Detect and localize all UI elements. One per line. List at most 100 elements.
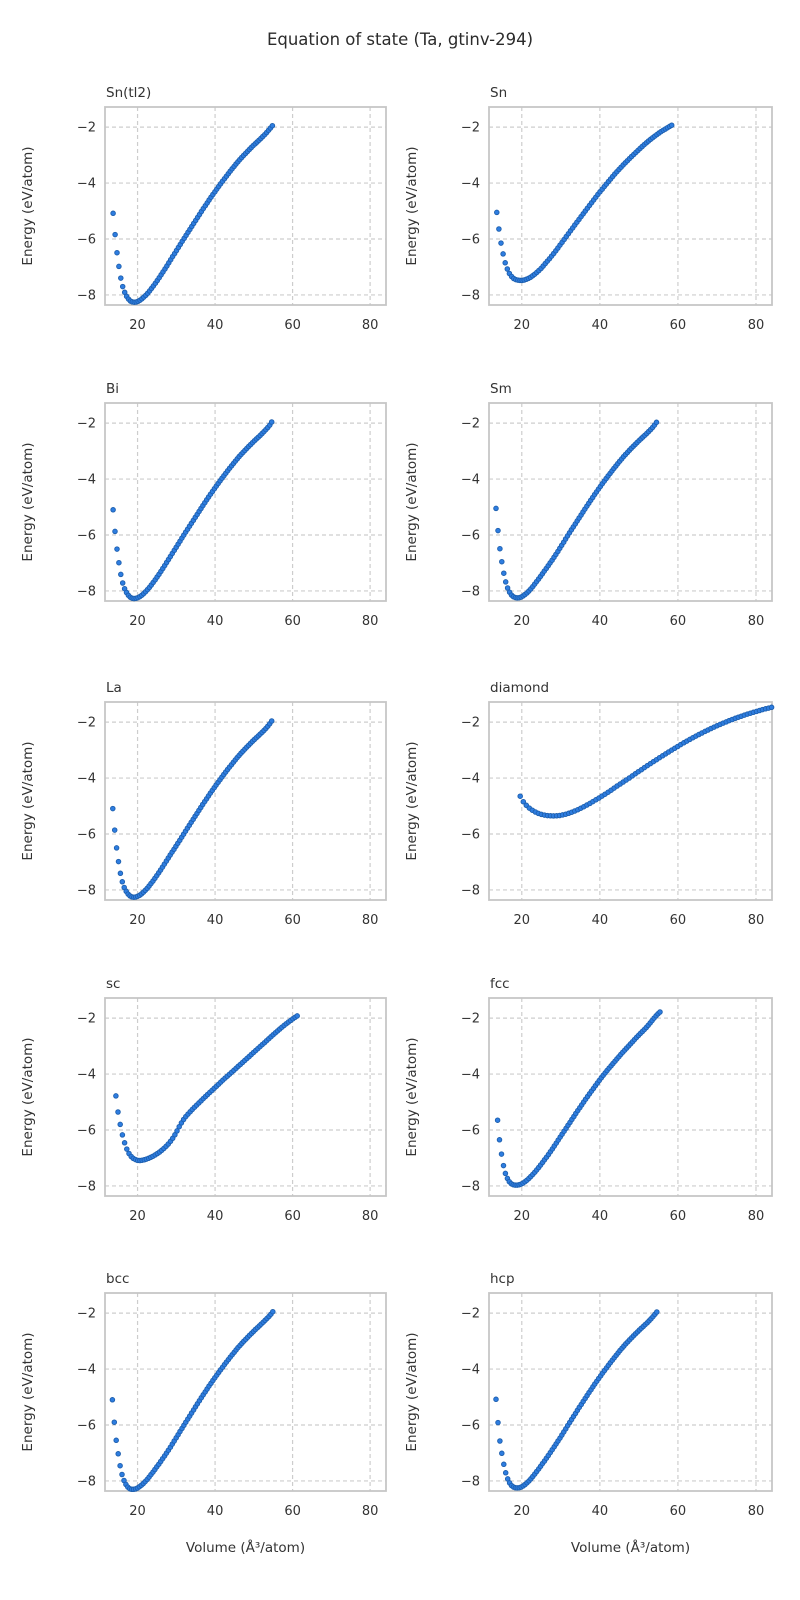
x-tick-label: 40	[592, 318, 609, 333]
y-tick-label: −6	[77, 233, 96, 248]
x-axis-label: Volume (Å³/atom)	[571, 1539, 690, 1556]
x-tick-label: 80	[748, 1209, 765, 1224]
y-tick-label: −4	[77, 1363, 96, 1378]
data-point	[111, 827, 118, 833]
data-point	[117, 870, 124, 877]
data-point	[110, 805, 116, 812]
x-tick-label: 40	[592, 913, 609, 928]
data-point	[497, 1438, 503, 1444]
x-tick-label: 80	[362, 1209, 379, 1224]
data-point	[653, 419, 660, 426]
subplot-title: Sm	[490, 381, 512, 397]
y-tick-label: −8	[77, 1179, 96, 1194]
x-tick-label: 20	[514, 913, 531, 928]
y-tick-label: −2	[461, 1307, 480, 1322]
gridlines	[105, 998, 386, 1196]
data-point	[497, 545, 503, 552]
subplot-title: Sn(tl2)	[106, 85, 151, 101]
x-tick-label: 60	[670, 1504, 687, 1519]
y-tick-label: −6	[77, 828, 96, 843]
data-point	[109, 1397, 116, 1403]
data-point	[119, 283, 126, 290]
subplot-title: Sn	[490, 85, 507, 101]
data-point	[496, 226, 502, 232]
axes-spine	[488, 402, 773, 602]
data-point	[116, 263, 122, 270]
subplot-bcc: bcc −2 −4 −6 −8 20 40 60 80 Energy (eV/atom) Volum…	[20, 1271, 387, 1556]
x-tick-label: 20	[129, 614, 146, 629]
scatter-series	[110, 419, 275, 602]
data-point	[119, 580, 126, 586]
axes-spine	[488, 997, 773, 1197]
data-point	[499, 558, 505, 565]
data-point	[119, 1471, 125, 1478]
y-tick-label: −2	[77, 1307, 96, 1322]
axes-spine	[488, 701, 773, 901]
axes-spine	[104, 402, 387, 602]
data-point	[110, 210, 116, 217]
y-tick-label: −4	[461, 473, 480, 488]
subplot-title: La	[106, 680, 122, 696]
x-tick-label: 60	[670, 1209, 687, 1224]
y-tick-label: −2	[77, 1012, 96, 1027]
gridlines	[489, 107, 772, 305]
y-tick-label: −4	[461, 177, 480, 192]
y-tick-label: −4	[77, 473, 96, 488]
y-tick-label: −2	[77, 417, 96, 432]
scatter-series	[113, 1013, 300, 1164]
x-tick-label: 40	[592, 614, 609, 629]
y-tick-label: −6	[461, 1124, 480, 1139]
y-tick-label: −4	[461, 1068, 480, 1083]
data-point	[114, 249, 120, 256]
scatter-series	[493, 419, 660, 601]
y-axis-label: Energy (eV/atom)	[404, 146, 420, 265]
data-point	[114, 546, 120, 552]
data-point	[269, 122, 276, 129]
subplot-hcp: hcp −2 −4 −6 −8 20 40 60 80 Energy (eV/atom) Volum…	[404, 1271, 773, 1556]
x-tick-label: 80	[362, 318, 379, 333]
x-tick-label: 40	[592, 1504, 609, 1519]
scatter-series	[110, 718, 275, 900]
data-point	[116, 559, 122, 566]
scatter-series	[494, 1009, 663, 1188]
y-tick-label: −8	[461, 584, 480, 599]
y-axis-label: Energy (eV/atom)	[20, 442, 36, 561]
x-tick-label: 80	[748, 614, 765, 629]
data-point	[668, 122, 675, 128]
y-tick-label: −8	[461, 1179, 480, 1194]
y-tick-label: −6	[461, 828, 480, 843]
scatter-series	[493, 1309, 660, 1491]
subplot-Sn(tl2): Sn(tl2) −2 −4 −6 −8 20 40 60 80 Energy (eV/atom)	[20, 85, 387, 333]
y-axis-label: Energy (eV/atom)	[20, 741, 36, 860]
y-axis-label: Energy (eV/atom)	[404, 741, 420, 860]
y-tick-label: −4	[77, 1068, 96, 1083]
y-tick-label: −8	[461, 1474, 480, 1489]
y-tick-label: −2	[461, 417, 480, 432]
subplot-fcc: fcc −2 −4 −6 −8 20 40 60 80 Energy (eV/atom)	[404, 976, 773, 1224]
scatter-series	[494, 122, 675, 284]
axes-spine	[104, 106, 387, 306]
y-tick-label: −2	[77, 121, 96, 136]
gridlines	[489, 702, 772, 900]
data-point	[520, 798, 527, 805]
axes-spine	[104, 1292, 387, 1492]
x-tick-label: 20	[129, 913, 146, 928]
x-tick-label: 20	[129, 318, 146, 333]
data-point	[174, 1128, 180, 1134]
subplot-title: hcp	[490, 1271, 515, 1287]
gridlines	[105, 702, 386, 900]
data-point	[119, 879, 126, 885]
data-point	[502, 1470, 509, 1476]
data-point	[270, 1308, 276, 1315]
x-tick-label: 80	[362, 913, 379, 928]
x-tick-label: 60	[284, 318, 301, 333]
data-point	[268, 718, 275, 724]
y-axis-label: Energy (eV/atom)	[404, 442, 420, 561]
data-point	[117, 1462, 123, 1469]
y-tick-label: −4	[77, 177, 96, 192]
subplot-Sm: Sm −2 −4 −6 −8 20 40 60 80 Energy (eV/atom)	[404, 381, 773, 629]
x-tick-label: 80	[748, 913, 765, 928]
data-point	[110, 507, 116, 513]
x-tick-label: 20	[129, 1504, 146, 1519]
